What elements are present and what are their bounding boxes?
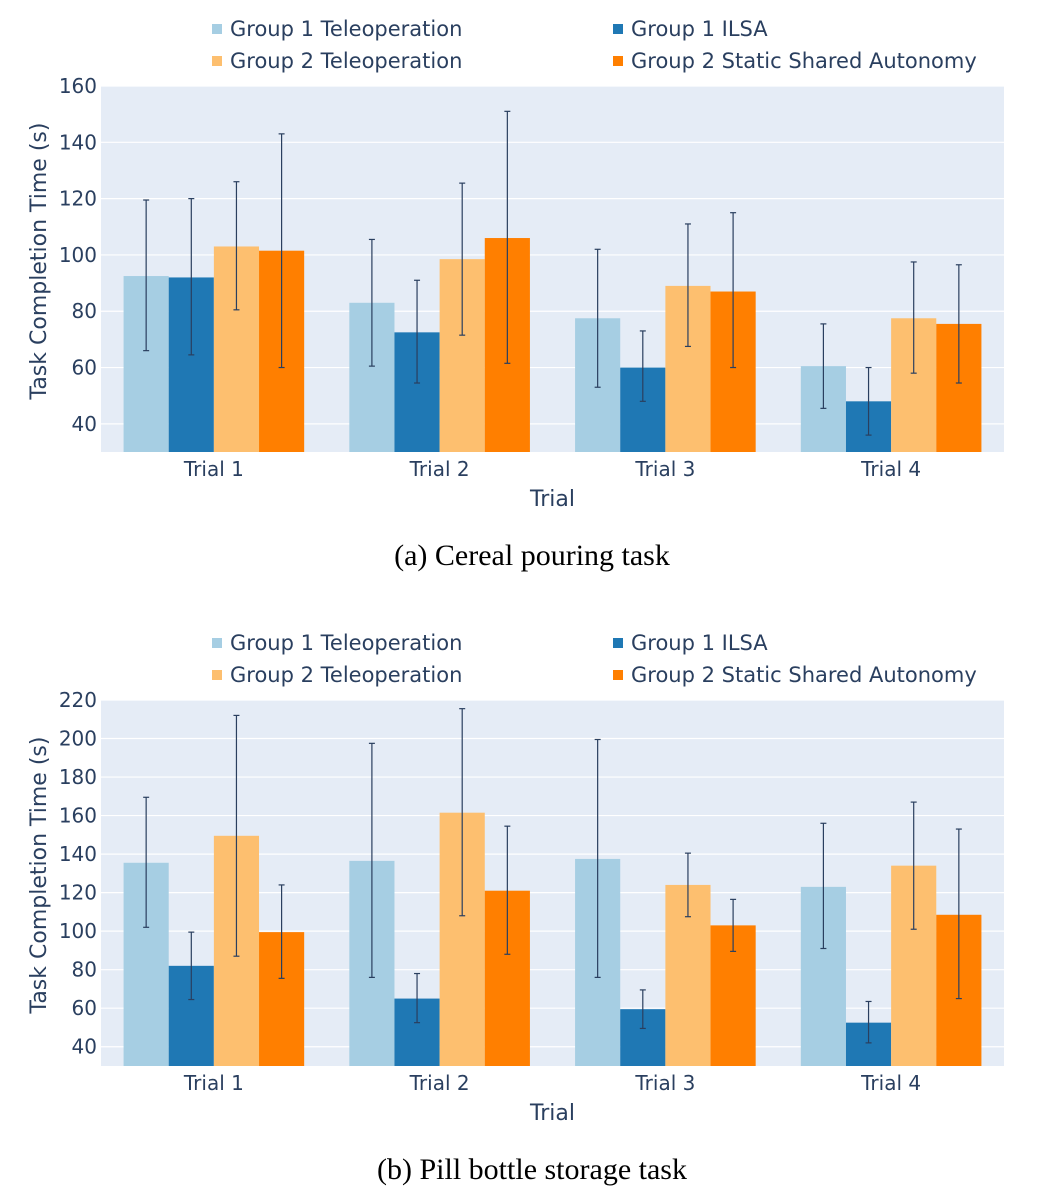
figure-caption: (b) Pill bottle storage task [377,1153,687,1186]
bars [123,110,982,452]
y-tick-label: 80 [72,299,97,323]
chart-panel-1: Group 1 Teleoperation Group 1 ILSA Group 2… [27,17,1004,572]
y-axis-title: Task Completion Time (s) [27,737,52,1015]
y-tick-label: 100 [59,919,97,943]
x-tick-label: Trial 2 [409,457,470,481]
y-tick-label: 200 [59,727,97,751]
legend-label: Group 1 Teleoperation [230,631,462,655]
y-axis-title: Task Completion Time (s) [27,123,52,401]
chart-panel-2: Group 1 Teleoperation Group 1 ILSA Group 2… [27,631,1004,1186]
y-tick-label: 60 [72,356,97,380]
bars [123,708,982,1066]
legend-swatch [212,56,222,66]
y-tick-label: 40 [72,1035,97,1059]
y-tick-label: 180 [59,765,97,789]
legend: Group 1 Teleoperation Group 1 ILSA Group 2… [212,17,977,73]
x-tick-label: Trial 3 [634,1071,695,1095]
legend: Group 1 Teleoperation Group 1 ILSA Group 2… [212,631,977,687]
y-tick-label: 40 [72,412,97,436]
x-tick-label: Trial 4 [860,1071,921,1095]
legend-swatch [212,670,222,680]
x-tick-label: Trial 4 [860,457,921,481]
legend-swatch [212,638,222,648]
legend-swatch [613,638,623,648]
legend-swatch [613,670,623,680]
y-tick-label: 100 [59,243,97,267]
legend-label: Group 1 ILSA [631,17,768,41]
x-axis-title: Trial [529,487,575,512]
y-tick-label: 140 [59,842,97,866]
legend-label: Group 2 Static Shared Autonomy [631,49,977,73]
legend-label: Group 2 Teleoperation [230,663,462,687]
x-axis: Trial 1 Trial 2 Trial 3 Trial 4 [183,457,921,481]
x-axis: Trial 1 Trial 2 Trial 3 Trial 4 [183,1071,921,1095]
y-tick-label: 80 [72,958,97,982]
legend-swatch [613,24,623,34]
legend-label: Group 1 ILSA [631,631,768,655]
y-tick-label: 160 [59,74,97,98]
legend-label: Group 2 Static Shared Autonomy [631,663,977,687]
x-tick-label: Trial 1 [183,457,244,481]
legend-swatch [212,24,222,34]
y-tick-label: 120 [59,881,97,905]
x-tick-label: Trial 2 [409,1071,470,1095]
y-tick-label: 160 [59,804,97,828]
x-axis-title: Trial [529,1101,575,1126]
x-tick-label: Trial 3 [634,457,695,481]
y-tick-label: 140 [59,130,97,154]
x-tick-label: Trial 1 [183,1071,244,1095]
legend-swatch [613,56,623,66]
y-tick-label: 120 [59,187,97,211]
legend-label: Group 1 Teleoperation [230,17,462,41]
y-tick-label: 60 [72,996,97,1020]
figure-caption: (a) Cereal pouring task [394,539,670,572]
legend-label: Group 2 Teleoperation [230,49,462,73]
y-tick-label: 220 [59,688,97,712]
